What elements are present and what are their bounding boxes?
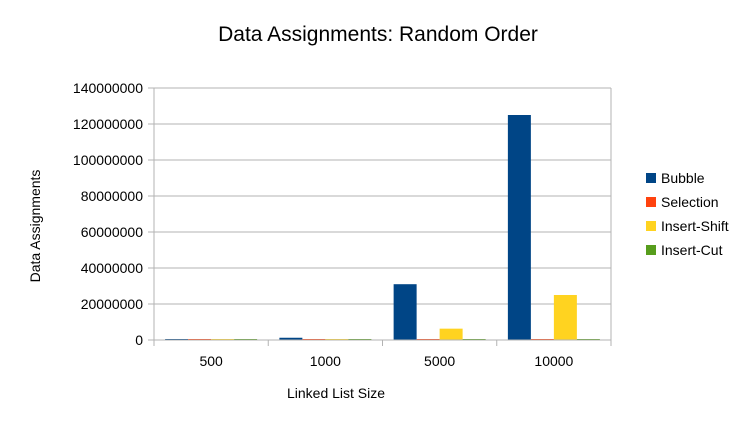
bars bbox=[165, 115, 600, 340]
axes bbox=[148, 88, 612, 346]
legend-swatch bbox=[646, 221, 656, 231]
legend-label: Bubble bbox=[661, 170, 705, 186]
gridlines bbox=[148, 87, 611, 341]
x-tick-labels: 500 1000 5000 10000 bbox=[199, 353, 573, 369]
y-tick-label: 140000000 bbox=[73, 80, 143, 96]
bar-bubble-5000 bbox=[393, 284, 417, 340]
y-tick-label: 60000000 bbox=[81, 224, 144, 240]
legend: Bubble Selection Insert-Shift Insert-Cut bbox=[646, 166, 729, 262]
x-tick-label: 10000 bbox=[534, 353, 573, 369]
x-tick-label: 500 bbox=[199, 353, 223, 369]
legend-item: Selection bbox=[646, 190, 729, 214]
bar-bubble-10000 bbox=[507, 115, 531, 340]
legend-item: Insert-Cut bbox=[646, 238, 729, 262]
bar-bubble-1000 bbox=[279, 337, 303, 340]
legend-swatch bbox=[646, 173, 656, 183]
legend-label: Insert-Shift bbox=[661, 218, 729, 234]
y-tick-label: 80000000 bbox=[81, 188, 144, 204]
chart-title: Data Assignments: Random Order bbox=[218, 23, 538, 46]
y-tick-label: 0 bbox=[135, 332, 143, 348]
legend-label: Selection bbox=[661, 194, 719, 210]
legend-label: Insert-Cut bbox=[661, 242, 723, 258]
legend-swatch bbox=[646, 197, 656, 207]
legend-item: Bubble bbox=[646, 166, 729, 190]
y-tick-label: 100000000 bbox=[73, 152, 143, 168]
y-axis-label: Data Assignments bbox=[27, 170, 43, 283]
y-tick-labels: 0 20000000 40000000 60000000 80000000 1000000… bbox=[73, 80, 143, 348]
legend-swatch bbox=[646, 245, 656, 255]
bar-insert-shift-10000 bbox=[553, 295, 577, 340]
y-tick-label: 20000000 bbox=[81, 296, 144, 312]
x-tick-label: 5000 bbox=[424, 353, 455, 369]
x-tick-label: 1000 bbox=[310, 353, 341, 369]
legend-item: Insert-Shift bbox=[646, 214, 729, 238]
y-tick-label: 120000000 bbox=[73, 116, 143, 132]
x-axis-label: Linked List Size bbox=[287, 385, 385, 401]
bar-insert-shift-5000 bbox=[439, 328, 463, 340]
y-tick-label: 40000000 bbox=[81, 260, 144, 276]
